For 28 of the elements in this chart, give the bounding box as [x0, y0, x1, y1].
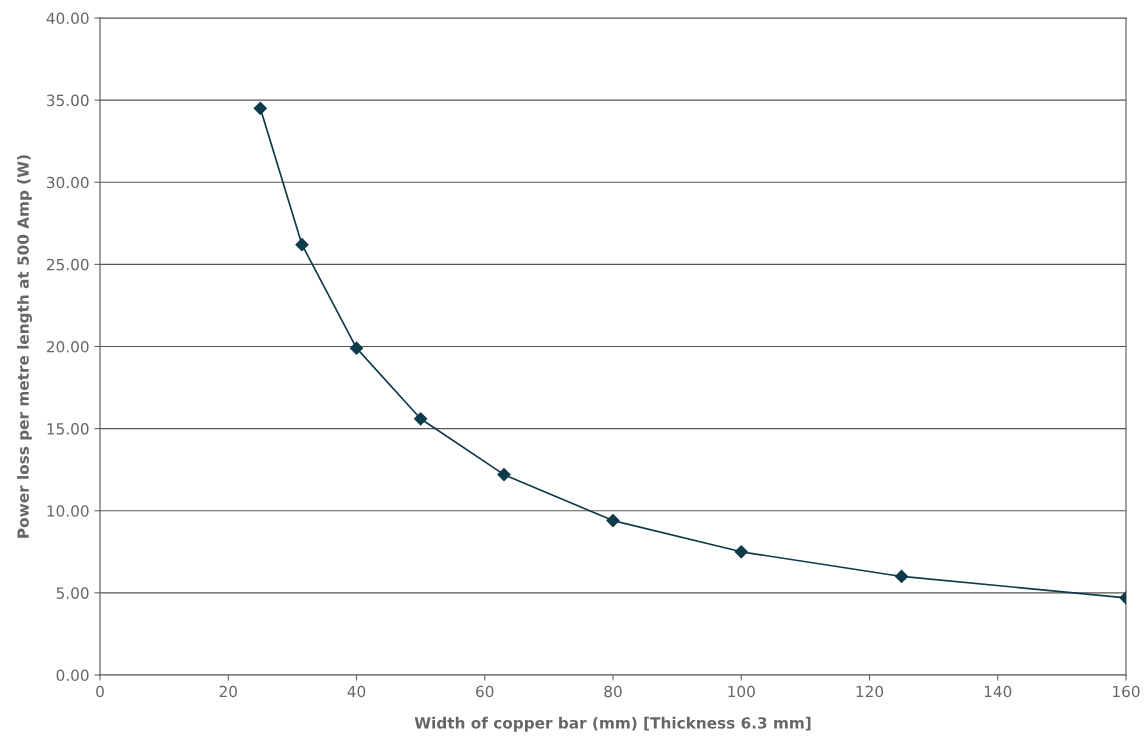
x-tick-label: 100 [728, 685, 755, 698]
point [253, 101, 267, 115]
x-tick-label: 80 [604, 685, 622, 698]
point [295, 238, 309, 252]
point [606, 514, 620, 528]
y-tick-label: 5.00 [56, 587, 89, 599]
x-tick-label: 40 [347, 685, 366, 698]
y-tick-label: 0.00 [56, 669, 89, 682]
y-tick-label: 25.00 [46, 258, 89, 271]
x-tick-label: 140 [984, 685, 1012, 698]
point [497, 468, 511, 482]
x-tick-label: 0 [96, 685, 104, 698]
y-tick-label: 30.00 [47, 176, 89, 189]
point [414, 412, 428, 426]
y-axis-title: Power loss per metre length at 500 Amp (W) [17, 155, 32, 538]
point [349, 341, 364, 355]
x-tick-label: 120 [856, 685, 884, 698]
y-tick-label: 40.00 [46, 12, 89, 25]
point [894, 569, 909, 584]
y-tick-label: 20.00 [46, 340, 89, 353]
x-axis-title: Width of copper bar (mm) [Thickness 6.3 mm] [414, 716, 811, 732]
x-tick-label: 60 [476, 685, 494, 698]
x-tick-label: 20 [219, 685, 237, 698]
y-tick-label: 10.00 [47, 505, 89, 517]
x-tick-label: 160 [1113, 685, 1140, 698]
y-tick-label: 35.00 [47, 94, 89, 107]
y-tick-label: 15.00 [47, 423, 89, 435]
point [734, 545, 748, 559]
